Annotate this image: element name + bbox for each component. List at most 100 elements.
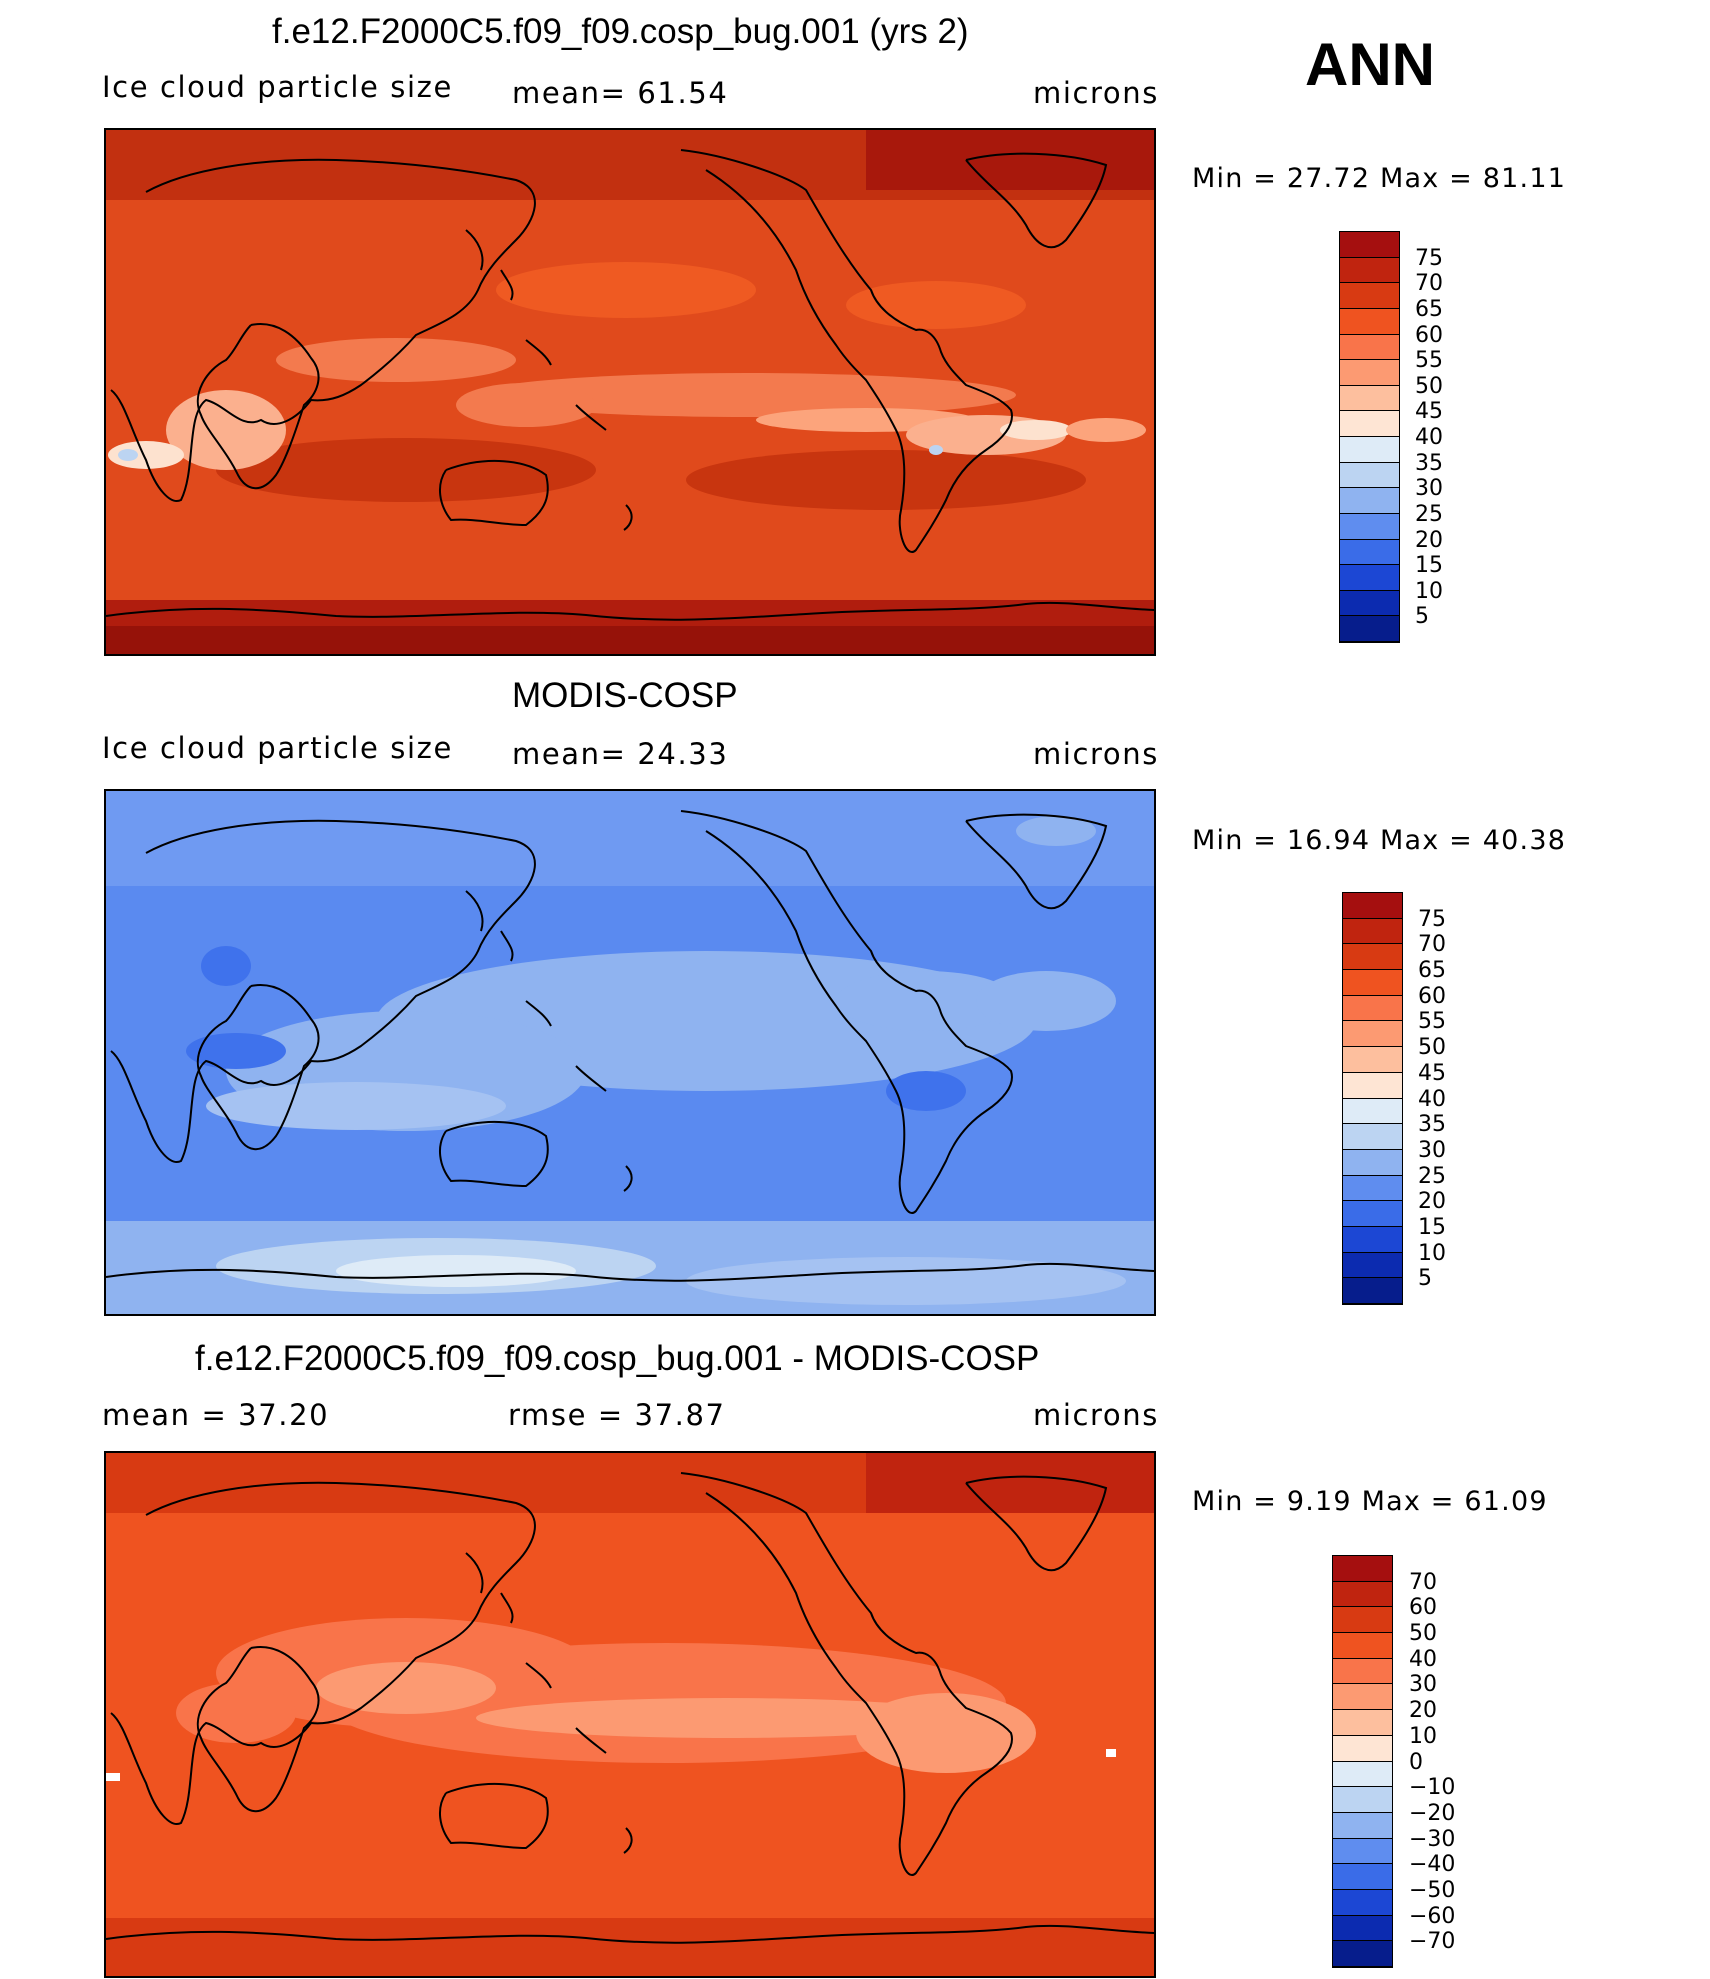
colorbar-tick-label: 30 xyxy=(1418,1137,1446,1163)
panel-2-colorbar xyxy=(1342,892,1403,1305)
colorbar-segment xyxy=(1333,1941,1392,1967)
panel-3-units: microns xyxy=(1033,1398,1159,1432)
colorbar-tick-label: −10 xyxy=(1409,1775,1456,1801)
colorbar-tick-label: 55 xyxy=(1415,348,1443,374)
colorbar-tick-label: −70 xyxy=(1409,1929,1456,1955)
colorbar-tick-label: 10 xyxy=(1415,578,1443,604)
colorbar-segment xyxy=(1333,1556,1392,1582)
colorbar-segment xyxy=(1340,283,1399,309)
colorbar-segment xyxy=(1340,334,1399,361)
colorbar-tick-label: 50 xyxy=(1415,373,1443,399)
colorbar-tick-label: 40 xyxy=(1418,1086,1446,1112)
colorbar-tick-label: 10 xyxy=(1418,1240,1446,1266)
colorbar-tick-label: 75 xyxy=(1415,245,1443,271)
colorbar-tick-label: −50 xyxy=(1409,1877,1456,1903)
season-label: ANN xyxy=(1305,31,1435,98)
colorbar-segment xyxy=(1333,1633,1392,1659)
colorbar-tick-label: 50 xyxy=(1409,1621,1437,1647)
colorbar-tick-label: −40 xyxy=(1409,1852,1456,1878)
colorbar-tick-label: 35 xyxy=(1418,1112,1446,1138)
colorbar-segment xyxy=(1340,411,1399,437)
panel-1-title: f.e12.F2000C5.f09_f09.cosp_bug.001 (yrs … xyxy=(272,12,969,51)
colorbar-tick-label: 70 xyxy=(1415,271,1443,297)
colorbar-segment xyxy=(1333,1864,1392,1890)
colorbar-segment xyxy=(1343,1021,1402,1048)
colorbar-segment xyxy=(1343,1175,1402,1202)
panel-3-rmse: rmse = 37.87 xyxy=(508,1398,726,1432)
colorbar-segment xyxy=(1343,1226,1402,1253)
colorbar-tick-label: 30 xyxy=(1409,1672,1437,1698)
colorbar-segment xyxy=(1343,1278,1402,1304)
colorbar-tick-label: −60 xyxy=(1409,1903,1456,1929)
colorbar-segment xyxy=(1343,1252,1402,1279)
panel-1-minmax: Min = 27.72 Max = 81.11 xyxy=(1192,163,1567,194)
colorbar-tick-label: 25 xyxy=(1418,1163,1446,1189)
panel-1-colorbar xyxy=(1339,231,1400,643)
colorbar-segment xyxy=(1333,1838,1392,1865)
colorbar-tick-label: 70 xyxy=(1409,1569,1437,1595)
colorbar-tick-label: 50 xyxy=(1418,1035,1446,1061)
colorbar-tick-label: 30 xyxy=(1415,476,1443,502)
colorbar-tick-label: 65 xyxy=(1415,296,1443,322)
panel-3-map xyxy=(104,1451,1156,1978)
colorbar-tick-label: 15 xyxy=(1415,553,1443,579)
colorbar-segment xyxy=(1333,1581,1392,1608)
colorbar-tick-label: 55 xyxy=(1418,1009,1446,1035)
colorbar-tick-label: 45 xyxy=(1418,1060,1446,1086)
colorbar-segment xyxy=(1340,462,1399,489)
panel-1-mean: mean= 61.54 xyxy=(512,76,729,110)
panel-2-title: MODIS-COSP xyxy=(512,676,738,715)
colorbar-segment xyxy=(1343,1047,1402,1073)
colorbar-tick-label: 20 xyxy=(1409,1698,1437,1724)
colorbar-segment xyxy=(1343,918,1402,945)
colorbar-segment xyxy=(1343,970,1402,996)
colorbar-tick-label: 5 xyxy=(1418,1266,1432,1292)
colorbar-segment xyxy=(1333,1761,1392,1788)
colorbar-segment xyxy=(1340,488,1399,514)
colorbar-segment xyxy=(1340,257,1399,284)
panel-1-map xyxy=(104,128,1156,656)
colorbar-tick-label: 35 xyxy=(1415,450,1443,476)
panel-2-mean: mean= 24.33 xyxy=(512,737,729,771)
colorbar-segment xyxy=(1343,1201,1402,1227)
colorbar-segment xyxy=(1340,385,1399,412)
colorbar-segment xyxy=(1343,1072,1402,1099)
panel-1-variable-label: Ice cloud particle size xyxy=(102,70,453,104)
panel-3-mean: mean = 37.20 xyxy=(102,1398,330,1432)
colorbar-segment xyxy=(1340,565,1399,591)
colorbar-segment xyxy=(1343,893,1402,919)
colorbar-segment xyxy=(1333,1915,1392,1942)
colorbar-segment xyxy=(1333,1735,1392,1762)
colorbar-segment xyxy=(1343,1124,1402,1150)
colorbar-segment xyxy=(1333,1710,1392,1736)
colorbar-tick-label: 0 xyxy=(1409,1749,1423,1775)
colorbar-tick-label: 70 xyxy=(1418,932,1446,958)
colorbar-segment xyxy=(1340,539,1399,566)
colorbar-segment xyxy=(1340,616,1399,642)
panel-2-variable-label: Ice cloud particle size xyxy=(102,731,453,765)
colorbar-tick-label: 40 xyxy=(1409,1646,1437,1672)
colorbar-tick-label: 40 xyxy=(1415,425,1443,450)
colorbar-segment xyxy=(1333,1812,1392,1839)
colorbar-segment xyxy=(1333,1684,1392,1711)
colorbar-tick-label: 10 xyxy=(1409,1723,1437,1749)
colorbar-tick-label: −20 xyxy=(1409,1800,1456,1826)
panel-2-minmax: Min = 16.94 Max = 40.38 xyxy=(1192,825,1567,856)
colorbar-tick-label: 75 xyxy=(1418,906,1446,932)
colorbar-segment xyxy=(1340,308,1399,335)
panel-1-units: microns xyxy=(1033,76,1159,110)
colorbar-segment xyxy=(1333,1787,1392,1813)
colorbar-segment xyxy=(1333,1658,1392,1685)
panel-2-units: microns xyxy=(1033,737,1159,771)
colorbar-segment xyxy=(1333,1889,1392,1916)
panel-3-minmax: Min = 9.19 Max = 61.09 xyxy=(1192,1486,1548,1517)
colorbar-tick-label: 20 xyxy=(1418,1189,1446,1215)
colorbar-tick-label: 20 xyxy=(1415,527,1443,553)
colorbar-segment xyxy=(1343,995,1402,1022)
colorbar-segment xyxy=(1343,944,1402,971)
colorbar-segment xyxy=(1340,513,1399,540)
colorbar-tick-label: 65 xyxy=(1418,958,1446,984)
colorbar-tick-label: 15 xyxy=(1418,1214,1446,1240)
colorbar-segment xyxy=(1343,1098,1402,1125)
colorbar-tick-label: 45 xyxy=(1415,399,1443,425)
